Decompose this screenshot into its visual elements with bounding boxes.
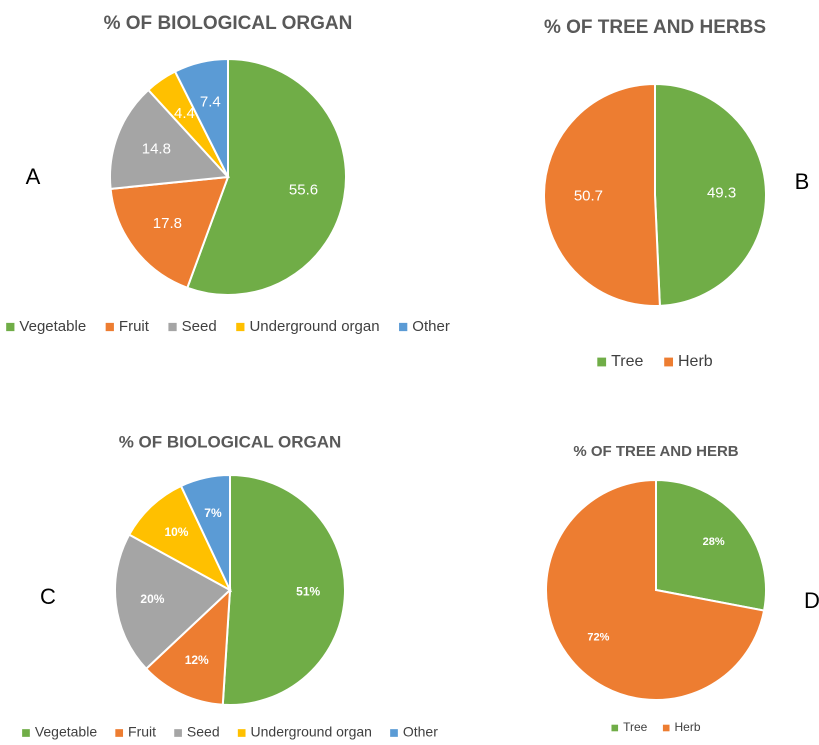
legend-label: Fruit <box>128 724 156 740</box>
chart-title: % OF BIOLOGICAL ORGAN <box>119 432 342 451</box>
legend-label: Vegetable <box>35 724 97 740</box>
panel-label: C <box>40 584 56 609</box>
legend-swatch <box>22 729 30 737</box>
pie-slice <box>654 82 767 307</box>
legend-label: Herb <box>678 353 713 370</box>
legend-label: Tree <box>611 353 643 370</box>
data-label: 20% <box>140 592 164 606</box>
pie-slice <box>109 88 231 190</box>
data-label: 14.8 <box>142 141 171 158</box>
pie-slice <box>221 473 346 706</box>
legend: Tree Herb <box>597 353 713 370</box>
pie-slice <box>186 57 347 296</box>
panel-label: D <box>804 588 819 613</box>
chart-title: % OF BIOLOGICAL ORGAN <box>104 13 353 34</box>
legend-swatch <box>6 322 15 332</box>
legend-swatch <box>597 357 607 367</box>
data-label: 12% <box>185 653 209 667</box>
legend-swatch <box>399 322 408 332</box>
legend-swatch <box>390 729 398 737</box>
data-label: 7% <box>204 506 222 520</box>
legend-swatch <box>662 724 670 732</box>
legend-swatch <box>105 322 114 332</box>
legend-label: Seed <box>187 724 220 740</box>
legend-label: Herb <box>675 720 701 734</box>
chart-title: % OF TREE AND HERB <box>573 443 738 460</box>
legend-swatch <box>664 357 674 367</box>
pie-slice <box>179 473 231 591</box>
legend-label: Fruit <box>119 318 150 335</box>
legend-label: Tree <box>623 720 648 734</box>
legend-label: Seed <box>182 318 217 335</box>
legend-label: Other <box>403 724 438 740</box>
legend: Tree Herb <box>611 720 701 734</box>
data-label: 50.7 <box>574 187 603 204</box>
data-label: 72% <box>587 632 609 644</box>
legend-label: Underground organ <box>249 318 379 335</box>
legend-label: Vegetable <box>19 318 86 335</box>
legend-swatch <box>611 724 619 732</box>
panel-label: B <box>795 169 810 194</box>
legend: Vegetable Fruit Seed Underground organ Other <box>6 318 450 335</box>
panel-label: A <box>26 164 41 189</box>
data-label: 17.8 <box>153 215 182 232</box>
data-label: 7.4 <box>200 93 221 110</box>
data-label: 10% <box>164 525 188 539</box>
data-label: 49.3 <box>707 185 736 202</box>
data-label: 28% <box>703 536 725 548</box>
pie-slice <box>109 175 230 290</box>
legend-swatch <box>168 322 177 332</box>
legend-label: Underground organ <box>251 724 372 740</box>
legend: Vegetable Fruit Seed Underground organ Other <box>22 724 438 740</box>
pie-slice <box>127 484 233 593</box>
pie-slice <box>173 57 229 178</box>
data-label: 51% <box>296 585 320 599</box>
legend-label: Other <box>412 318 450 335</box>
chart-title: % OF TREE AND HERBS <box>544 17 766 38</box>
legend-swatch <box>115 729 124 737</box>
data-label: 55.6 <box>289 181 318 198</box>
legend-swatch <box>174 729 182 737</box>
pie-slice <box>114 533 232 671</box>
pie-slice <box>655 478 767 612</box>
data-label: 4.4 <box>174 105 195 122</box>
pie-slice <box>545 478 766 701</box>
pie-slice <box>543 82 661 307</box>
legend-swatch <box>236 322 245 332</box>
pie-slice <box>144 587 232 706</box>
legend-swatch <box>237 729 246 737</box>
